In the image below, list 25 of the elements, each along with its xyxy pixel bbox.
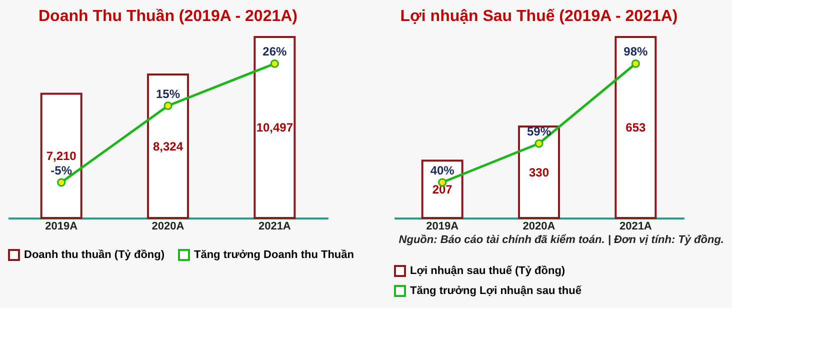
data-label: 10,497: [256, 120, 294, 135]
data-label: 15%: [156, 86, 180, 101]
data-label: 40%: [430, 163, 455, 178]
data-label: 330: [528, 165, 550, 180]
data-label: 7,210: [46, 148, 77, 163]
x-tick-label: 2021A: [258, 220, 291, 232]
x-tick-label: 2019A: [426, 220, 459, 232]
chart-title: Lợi nhuận Sau Thuế (2019A - 2021A): [400, 8, 678, 25]
data-label: 8,324: [152, 139, 184, 154]
data-label: 653: [626, 120, 646, 135]
x-tick-label: 2021A: [619, 220, 652, 232]
text: Nguồn: Báo cáo tài chính đã kiểm toán. | Đơn vị tính: Tỷ đồng.: [398, 234, 724, 246]
data-label: 26%: [262, 44, 287, 59]
x-tick-label: 2020A: [152, 220, 184, 232]
legend-label: Lợi nhuận sau thuế (Tỷ đồng): [410, 265, 566, 277]
data-label: 59%: [526, 124, 552, 138]
data-label: -5%: [50, 163, 72, 178]
x-tick-label: 2019A: [45, 220, 78, 232]
data-label: 98%: [624, 44, 648, 59]
x-tick-label: 2020A: [522, 220, 556, 232]
legend-label: Doanh thu thuần (Tỷ đồng): [24, 249, 165, 261]
chart-title: Doanh Thu Thuần (2019A - 2021A): [38, 8, 298, 25]
legend-label: Tăng trưởng Lợi nhuận sau thuế: [410, 285, 582, 297]
data-label: 207: [432, 182, 453, 196]
legend-label: Tăng trưởng Doanh thu Thuần: [194, 249, 354, 261]
